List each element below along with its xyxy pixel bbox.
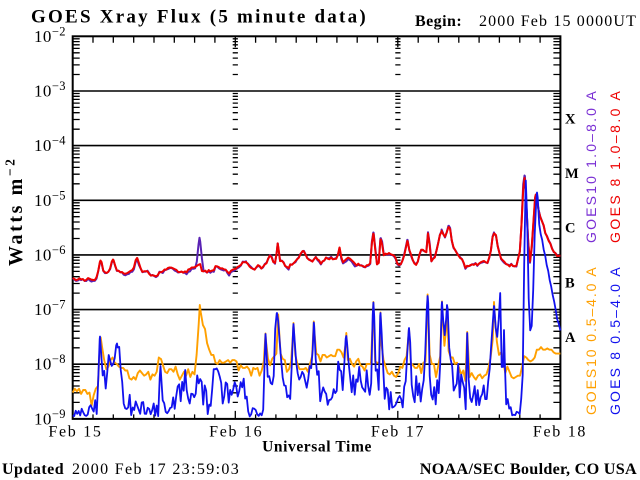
svg-text:B: B bbox=[565, 275, 575, 291]
svg-text:Feb 16: Feb 16 bbox=[209, 424, 263, 441]
svg-text:10−8: 10−8 bbox=[34, 352, 66, 374]
svg-text:2000 Feb 15 0000UT: 2000 Feb 15 0000UT bbox=[479, 13, 637, 30]
svg-text:A: A bbox=[565, 330, 576, 346]
svg-text:Universal Time: Universal Time bbox=[262, 439, 372, 456]
svg-text:X: X bbox=[565, 111, 576, 127]
svg-text:GOES 8 0.5–4.0 A: GOES 8 0.5–4.0 A bbox=[607, 265, 623, 415]
svg-text:2000 Feb 17 23:59:03: 2000 Feb 17 23:59:03 bbox=[72, 461, 240, 478]
svg-text:Feb 15: Feb 15 bbox=[48, 424, 102, 441]
svg-text:M: M bbox=[565, 166, 579, 182]
svg-text:GOES10 0.5–4.0 A: GOES10 0.5–4.0 A bbox=[583, 265, 599, 415]
svg-text:GOES 8 1.0–8.0 A: GOES 8 1.0–8.0 A bbox=[607, 89, 623, 243]
svg-text:GOES Xray Flux (5 minute data): GOES Xray Flux (5 minute data) bbox=[31, 7, 368, 28]
svg-text:NOAA/SEC Boulder, CO USA: NOAA/SEC Boulder, CO USA bbox=[420, 460, 637, 478]
svg-text:Feb 17: Feb 17 bbox=[371, 424, 425, 441]
svg-text:GOES10 1.0–8.0 A: GOES10 1.0–8.0 A bbox=[583, 89, 599, 243]
svg-text:Updated: Updated bbox=[2, 461, 64, 478]
svg-text:C: C bbox=[565, 221, 575, 237]
svg-text:Begin:: Begin: bbox=[415, 13, 462, 30]
svg-text:Feb 18: Feb 18 bbox=[533, 424, 587, 441]
